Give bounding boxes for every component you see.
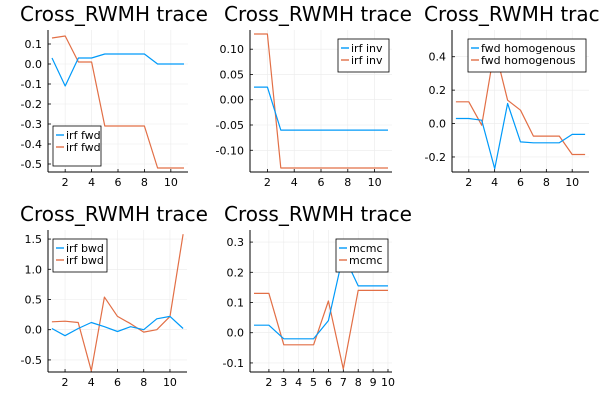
y-tick-label: 0.5 (25, 293, 43, 306)
legend-box (467, 38, 587, 73)
y-tick-label: -0.2 (425, 151, 446, 164)
y-tick-label: -0.4 (21, 138, 42, 151)
legend-box (52, 238, 108, 273)
x-tick-label: 2 (264, 176, 271, 189)
y-tick-label: -0.3 (21, 118, 42, 131)
y-tick-label: 0.2 (429, 84, 447, 97)
x-tick-label: 6 (114, 376, 121, 389)
x-tick-label: 10 (368, 176, 382, 189)
legend-label: fwd homogenous (481, 54, 576, 67)
series-line-1 (455, 102, 586, 170)
y-tick-label: 0.10 (220, 43, 245, 56)
x-tick-label: 6 (318, 176, 325, 189)
series-line-2 (51, 234, 184, 372)
x-tick-label: 10 (164, 176, 178, 189)
legend-label: irf fwd (66, 129, 101, 142)
x-tick-label: 3 (280, 376, 287, 389)
y-tick-label: 0.0 (429, 118, 447, 131)
y-tick-label: 0.4 (429, 51, 447, 64)
chart-title: Cross_RWMH trace (224, 202, 412, 226)
legend-label: fwd homogenous (481, 42, 576, 55)
x-tick-label: 8 (355, 376, 362, 389)
x-tick-label: 4 (295, 376, 302, 389)
legend-label: mcmc (349, 242, 383, 255)
legend-box (52, 125, 102, 167)
x-tick-label: 10 (381, 376, 395, 389)
x-tick-label: 4 (88, 176, 95, 189)
chart-panel-1: Cross_RWMH trace 2 4 6 8 10 0.1 0.0 -0.1 -0.2 -0.3… (20, 2, 208, 189)
x-tick-label: 9 (370, 376, 377, 389)
y-tick-label: 0.00 (220, 94, 245, 107)
x-tick-label: 10 (565, 176, 579, 189)
x-tick-label: 5 (310, 376, 317, 389)
x-tick-label: 8 (140, 376, 147, 389)
x-tick-label: 4 (88, 376, 95, 389)
y-tick-label: 0.0 (25, 58, 43, 71)
series-line-1 (254, 86, 388, 131)
chart-title: Cross_RWMH trace (424, 2, 600, 26)
y-tick-label: 0.2 (227, 266, 245, 279)
series-line-2 (51, 35, 184, 169)
legend-box (337, 38, 390, 73)
legend-label: irf inv (351, 42, 383, 55)
y-tick-label: 1.5 (25, 233, 43, 246)
series-line-1 (51, 53, 184, 87)
chart-panel-3: Cross_RWMH trace 2 4 6 8 10 0.4 0.2 0.0 -0.2 fwd h… (424, 2, 600, 189)
x-tick-label: 10 (163, 376, 177, 389)
y-tick-label: -0.5 (21, 354, 42, 367)
chart-panel-2: Cross_RWMH trace 2 4 6 8 10 0.10 0.05 0.00 -0.05 -… (216, 2, 412, 189)
series-line-2 (455, 47, 586, 156)
chart-title: Cross_RWMH trace (20, 2, 208, 26)
x-tick-label: 6 (115, 176, 122, 189)
x-tick-label: 8 (141, 176, 148, 189)
series-line-2 (254, 33, 388, 169)
legend-label: mcmc (349, 254, 383, 267)
y-tick-label: 1.0 (25, 263, 43, 276)
legend-label: irf inv (351, 54, 383, 67)
y-tick-label: 0.1 (25, 38, 43, 51)
series-line-1 (254, 253, 388, 340)
chart-title: Cross_RWMH trace (20, 202, 208, 226)
x-tick-label: 8 (543, 176, 550, 189)
legend-label: irf bwd (66, 242, 104, 255)
y-tick-label: 0.0 (25, 324, 43, 337)
y-tick-label: 0.0 (227, 327, 245, 340)
legend-label: irf fwd (66, 141, 101, 154)
chart-title: Cross_RWMH trace (224, 2, 412, 26)
y-tick-label: -0.1 (223, 357, 244, 370)
y-tick-label: -0.5 (21, 158, 42, 171)
y-tick-label: 0.3 (227, 236, 245, 249)
y-tick-label: -0.1 (21, 78, 42, 91)
y-tick-label: -0.2 (21, 98, 42, 111)
legend-label: irf bwd (66, 254, 104, 267)
series-line-2 (254, 289, 388, 370)
x-tick-label: 4 (491, 176, 498, 189)
x-tick-label: 7 (340, 376, 347, 389)
legend-box (335, 238, 389, 273)
x-tick-label: 2 (62, 376, 69, 389)
y-tick-label: -0.10 (216, 144, 244, 157)
chart-panel-4: Cross_RWMH trace 2 4 6 8 10 1.5 1.0 0.5 0.0 -0.5 ir… (20, 202, 208, 389)
x-tick-label: 2 (465, 176, 472, 189)
y-tick-label: 0.05 (220, 68, 245, 81)
y-tick-label: -0.05 (216, 119, 244, 132)
x-tick-label: 8 (344, 176, 351, 189)
chart-panel-5: Cross_RWMH trace 2 3 4 5 6 7 8 9 10 0.3 0.2 0.1 0.0 -0… (223, 202, 412, 389)
x-tick-label: 2 (62, 176, 69, 189)
x-tick-label: 6 (517, 176, 524, 189)
y-tick-label: 0.1 (227, 297, 245, 310)
series-line-1 (51, 315, 184, 337)
x-tick-label: 6 (325, 376, 332, 389)
x-tick-label: 2 (265, 376, 272, 389)
x-tick-label: 4 (291, 176, 298, 189)
